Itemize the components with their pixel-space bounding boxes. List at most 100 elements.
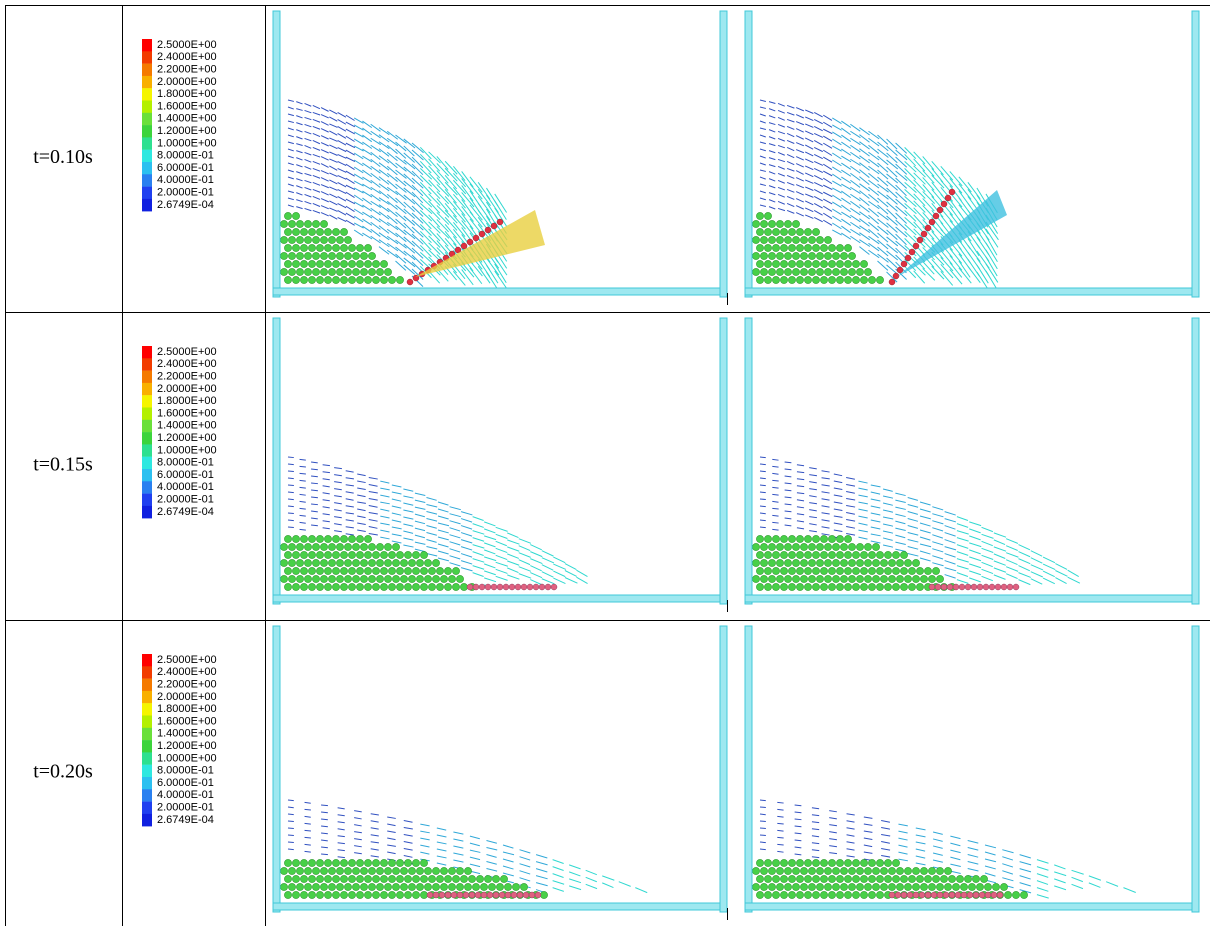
particle — [376, 867, 383, 874]
particle — [896, 883, 903, 890]
velocity-vector — [300, 522, 306, 523]
particle — [772, 260, 779, 267]
velocity-vector — [850, 166, 860, 173]
velocity-vector — [945, 519, 956, 522]
velocity-vector — [338, 126, 346, 131]
simulation-right — [745, 626, 1199, 912]
particle — [764, 535, 771, 542]
legend-label: 1.0000E+00 — [157, 444, 217, 456]
velocity-vector — [354, 181, 363, 186]
velocity-vector — [769, 158, 775, 160]
particle — [936, 575, 943, 582]
legend-swatch — [142, 64, 152, 77]
velocity-vector — [769, 193, 775, 195]
particle — [824, 268, 831, 275]
velocity-vector — [288, 520, 294, 521]
particle — [856, 883, 863, 890]
velocity-vector — [969, 543, 981, 547]
velocity-vector — [415, 528, 425, 531]
velocity-vector — [950, 843, 960, 846]
particle — [304, 559, 311, 566]
velocity-vector — [787, 196, 794, 199]
velocity-vector — [404, 167, 415, 176]
legend-label: 2.6749E-04 — [157, 506, 214, 518]
velocity-vector — [778, 152, 785, 155]
particle — [937, 892, 943, 898]
particle — [545, 584, 551, 590]
velocity-vector — [871, 513, 881, 515]
velocity-vector — [321, 199, 329, 202]
velocity-vector — [321, 150, 329, 153]
particle — [989, 584, 995, 590]
particle — [360, 559, 367, 566]
velocity-vector — [1002, 871, 1013, 874]
velocity-vector — [338, 217, 347, 221]
particle — [900, 567, 907, 574]
velocity-vector — [920, 558, 931, 561]
velocity-vector — [864, 817, 873, 818]
velocity-vector — [785, 511, 792, 512]
particle — [935, 584, 941, 590]
particle — [916, 567, 923, 574]
velocity-vector — [814, 196, 822, 201]
velocity-vector — [461, 519, 472, 523]
velocity-vector — [769, 151, 775, 153]
particle — [876, 859, 883, 866]
particle — [893, 273, 899, 279]
velocity-vector — [850, 173, 860, 180]
velocity-vector — [957, 545, 968, 549]
velocity-vector — [769, 172, 775, 174]
velocity-vector — [834, 495, 842, 496]
velocity-vector — [453, 853, 463, 855]
particle — [852, 583, 859, 590]
velocity-vector — [296, 193, 302, 195]
particle — [868, 859, 875, 866]
particle — [888, 559, 895, 566]
velocity-vector — [945, 561, 956, 565]
velocity-vector — [346, 122, 355, 127]
particle — [344, 268, 351, 275]
velocity-vector — [841, 212, 851, 218]
particle — [752, 236, 759, 243]
particle — [348, 276, 355, 283]
velocity-vector — [1031, 572, 1043, 577]
particle — [840, 883, 847, 890]
velocity-vector — [354, 139, 363, 145]
particle — [868, 551, 875, 558]
particle — [892, 551, 899, 558]
particle — [905, 255, 911, 261]
legend-swatch — [142, 383, 152, 396]
particle — [840, 559, 847, 566]
velocity-vector — [542, 551, 554, 556]
particle — [848, 575, 855, 582]
velocity-vector — [311, 511, 318, 512]
velocity-vector — [369, 499, 378, 501]
velocity-vector — [787, 168, 794, 171]
velocity-vector — [313, 119, 320, 122]
particle — [324, 891, 331, 898]
legend-swatch — [142, 728, 152, 741]
legend-swatch — [142, 789, 152, 802]
particle — [792, 543, 799, 550]
particle — [824, 543, 831, 550]
velocity-vector — [871, 485, 881, 487]
velocity-vector — [868, 215, 878, 224]
velocity-vector — [496, 576, 508, 580]
velocity-vector — [850, 208, 860, 215]
velocity-vector — [805, 152, 813, 156]
particle — [320, 252, 327, 259]
velocity-vector — [814, 133, 823, 137]
velocity-vector — [354, 188, 363, 193]
particle — [344, 559, 351, 566]
particle — [376, 559, 383, 566]
particle — [864, 543, 871, 550]
velocity-vector — [1020, 876, 1031, 879]
velocity-vector — [785, 497, 792, 498]
velocity-vector — [362, 184, 372, 190]
velocity-vector — [823, 192, 832, 197]
particle — [368, 559, 375, 566]
particle — [444, 567, 451, 574]
particle — [904, 883, 911, 890]
velocity-vector — [1020, 869, 1031, 872]
particle — [788, 535, 795, 542]
